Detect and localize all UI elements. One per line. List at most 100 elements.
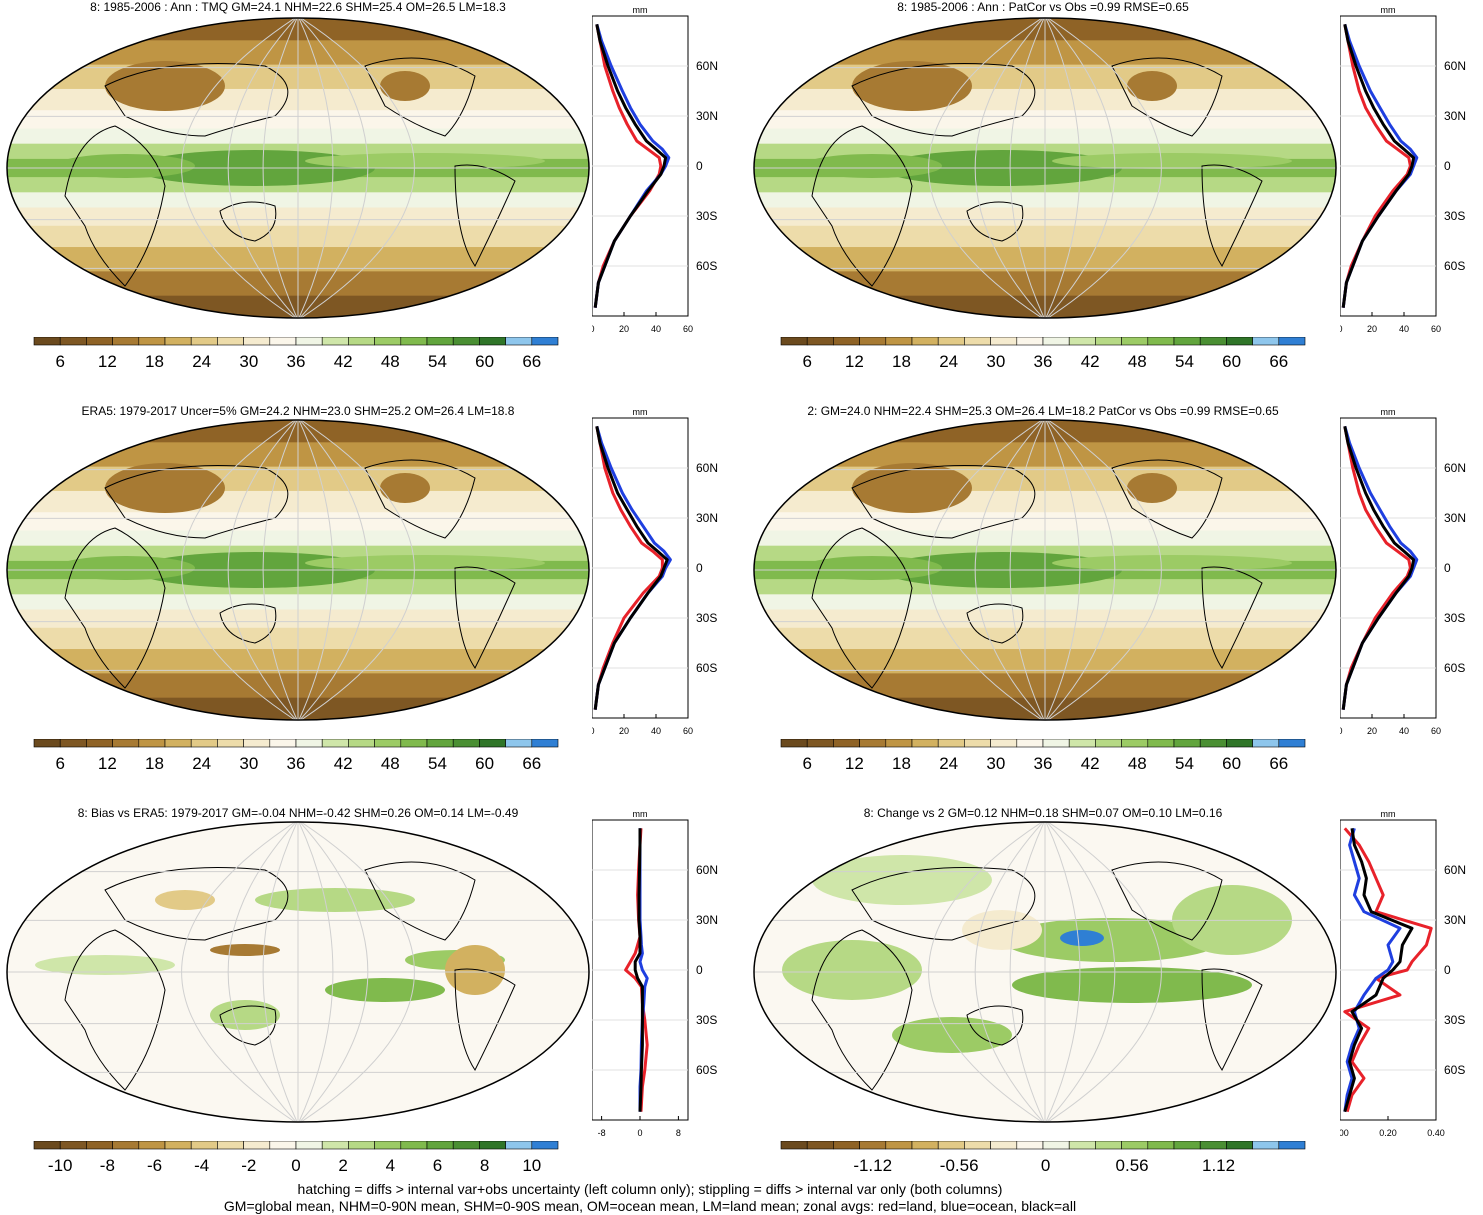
zonal-unit: mm — [1381, 407, 1396, 417]
colorbar-swatch — [1173, 739, 1201, 748]
colorbar: 6 12 18 24 30 36 42 48 54 60 66 — [33, 337, 559, 371]
lat-label: 0 — [696, 561, 703, 575]
dry-asia — [105, 463, 225, 513]
colorbar-label: 54 — [1175, 754, 1194, 773]
bias-blob — [210, 944, 280, 956]
itcz-pacific — [305, 555, 545, 571]
continent-outline — [1111, 861, 1223, 941]
graticule-lon — [297, 420, 334, 720]
dry-rockies — [1127, 71, 1177, 101]
lat-label: 30S — [1444, 209, 1465, 223]
continent-outline — [219, 603, 277, 644]
graticule-lon — [297, 822, 415, 1122]
graticule-lon — [1044, 420, 1116, 720]
colorbar-swatch — [1068, 337, 1096, 346]
colorbar-swatch — [1016, 1141, 1044, 1150]
graticule-lon — [974, 18, 1046, 318]
zonal-series-all — [593, 24, 668, 308]
x-tick-label: -8 — [598, 1128, 606, 1138]
colorbar-swatch — [531, 739, 559, 748]
colorbar: 6 12 18 24 30 36 42 48 54 60 66 — [33, 739, 559, 773]
colorbar-label: 66 — [522, 352, 541, 371]
colorbar-swatch — [531, 337, 559, 346]
colorbar-swatch — [217, 1141, 244, 1150]
colorbar-label: 54 — [428, 754, 447, 773]
lat-label: 60N — [696, 863, 718, 877]
x-tick-label: 20 — [619, 726, 629, 736]
lat-label: 30S — [696, 209, 717, 223]
x-tick-label: 60 — [683, 726, 693, 736]
colorbar-label: 30 — [239, 352, 258, 371]
colorbar-swatch — [1199, 739, 1227, 748]
graticule-lon — [262, 420, 299, 720]
colorbar-swatch — [964, 739, 991, 748]
colorbar-swatch — [911, 1141, 939, 1150]
lat-label: 30N — [696, 913, 718, 927]
colorbar-swatch — [1042, 1141, 1070, 1150]
dry-rockies — [380, 71, 430, 101]
zonal-mean-plot: mm 60N 30N 0 30S 60S 0 20 40 60 — [1340, 5, 1466, 334]
continent-outline — [966, 603, 1024, 644]
lat-label: 30S — [696, 611, 717, 625]
colorbar-swatch — [33, 337, 61, 346]
panel-title: 8: 1985-2006 : Ann : TMQ GM=24.1 NHM=22.… — [90, 0, 506, 14]
colorbar-label: -1.12 — [853, 1156, 892, 1175]
lat-label: 0 — [1444, 561, 1451, 575]
colorbar-swatch — [243, 1141, 271, 1150]
colorbar-swatch — [911, 739, 939, 748]
colorbar-label: 36 — [1034, 754, 1053, 773]
map-border — [753, 17, 1337, 319]
bias-blob — [445, 945, 505, 995]
colorbar-swatch — [164, 337, 192, 346]
colorbar-label: 6 — [802, 754, 811, 773]
lat-label: 0 — [696, 963, 703, 977]
colorbar-swatch — [426, 739, 454, 748]
continent-outline — [811, 125, 913, 287]
itcz-pacific — [1052, 555, 1292, 571]
itcz-indian — [55, 154, 195, 178]
colorbar-swatch — [1173, 337, 1201, 346]
colorbar-label: 6 — [802, 352, 811, 371]
graticule-lon — [1044, 18, 1081, 318]
lat-label: 60N — [1444, 863, 1466, 877]
zonal-series-all — [1341, 426, 1416, 710]
colorbar-swatch — [112, 1141, 140, 1150]
colorbar-swatch — [1095, 739, 1122, 748]
graticule-lon — [1044, 18, 1162, 318]
colorbar-swatch — [59, 1141, 87, 1150]
colorbar-label: 12 — [98, 352, 117, 371]
lat-label: 0 — [1444, 963, 1451, 977]
zonal-mean-plot: mm 60N 30N 0 30S 60S 0 20 40 60 — [592, 5, 718, 334]
continent-outline — [364, 459, 476, 539]
zonal-unit: mm — [633, 809, 648, 819]
bias-blob — [155, 890, 215, 910]
lat-label: 60N — [696, 461, 718, 475]
colorbar-swatch — [885, 739, 913, 748]
world-map — [753, 419, 1337, 721]
graticule-lon — [297, 18, 334, 318]
lat-label: 60S — [1444, 1063, 1465, 1077]
colorbar-swatch — [217, 739, 244, 748]
colorbar-label: 18 — [145, 754, 164, 773]
graticule-lon — [262, 18, 299, 318]
graticule-lon — [928, 822, 1046, 1122]
colorbar-swatch — [295, 337, 323, 346]
colorbar-swatch — [937, 1141, 965, 1150]
colorbar-swatch — [911, 337, 939, 346]
colorbar-label: 54 — [1175, 352, 1194, 371]
colorbar-label: 60 — [475, 352, 494, 371]
colorbar-label: 6 — [433, 1156, 442, 1175]
zonal-series-all — [1343, 828, 1414, 1113]
colorbar-swatch — [295, 739, 323, 748]
panel-title: 8: Bias vs ERA5: 1979-2017 GM=-0.04 NHM=… — [77, 806, 519, 820]
graticule-lon — [181, 18, 299, 318]
colorbar-label: 42 — [1081, 754, 1100, 773]
colorbar-label: 36 — [287, 352, 306, 371]
change-blob — [1060, 930, 1104, 946]
colorbar-label: 18 — [892, 754, 911, 773]
zonal-unit: mm — [1381, 5, 1396, 15]
zonal-unit: mm — [1381, 809, 1396, 819]
continent-outline — [219, 1005, 277, 1046]
graticule-lon — [1044, 420, 1081, 720]
colorbar-label: 48 — [381, 754, 400, 773]
